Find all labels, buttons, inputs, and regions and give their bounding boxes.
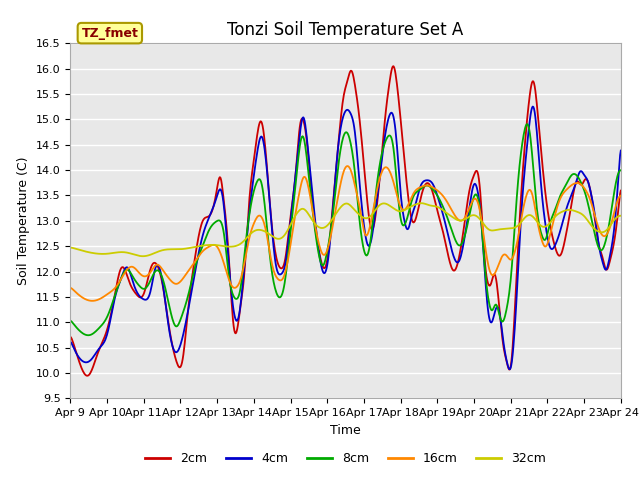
Legend: 2cm, 4cm, 8cm, 16cm, 32cm: 2cm, 4cm, 8cm, 16cm, 32cm [140, 447, 551, 470]
4cm [542, 224, 550, 229]
32cm [417, 200, 425, 206]
2cm [101, 334, 109, 339]
8cm [84, 332, 92, 338]
8cm [67, 318, 74, 324]
2cm [390, 63, 397, 69]
16cm [419, 183, 426, 189]
8cm [401, 221, 409, 227]
4cm [401, 218, 408, 224]
8cm [101, 318, 109, 324]
16cm [88, 298, 96, 304]
32cm [67, 245, 74, 251]
Line: 2cm: 2cm [70, 66, 621, 376]
8cm [418, 185, 426, 191]
32cm [419, 200, 426, 206]
Line: 32cm: 32cm [70, 203, 621, 256]
4cm [386, 111, 394, 117]
32cm [401, 207, 409, 213]
16cm [388, 173, 396, 179]
2cm [485, 283, 493, 288]
16cm [617, 193, 625, 199]
8cm [617, 168, 625, 173]
X-axis label: Time: Time [330, 424, 361, 437]
Title: Tonzi Soil Temperature Set A: Tonzi Soil Temperature Set A [227, 21, 464, 39]
32cm [100, 251, 108, 257]
Line: 8cm: 8cm [70, 124, 621, 335]
2cm [387, 72, 395, 77]
32cm [139, 253, 147, 259]
Line: 4cm: 4cm [70, 107, 621, 369]
16cm [101, 293, 109, 299]
16cm [344, 163, 351, 169]
Y-axis label: Soil Temperature (C): Soil Temperature (C) [17, 156, 30, 285]
4cm [617, 148, 625, 154]
8cm [542, 236, 550, 242]
4cm [100, 339, 108, 345]
4cm [506, 366, 514, 372]
2cm [419, 189, 426, 194]
16cm [542, 243, 550, 249]
32cm [387, 204, 395, 209]
2cm [67, 334, 74, 340]
4cm [67, 339, 74, 345]
4cm [417, 182, 425, 188]
32cm [617, 213, 625, 218]
16cm [67, 285, 74, 291]
4cm [484, 306, 492, 312]
8cm [524, 121, 531, 127]
4cm [529, 104, 536, 109]
2cm [83, 373, 91, 379]
32cm [542, 224, 550, 229]
16cm [485, 266, 493, 272]
32cm [485, 227, 493, 233]
16cm [402, 205, 410, 211]
2cm [542, 193, 550, 199]
Line: 16cm: 16cm [70, 166, 621, 301]
8cm [387, 133, 395, 139]
2cm [402, 173, 410, 179]
Text: TZ_fmet: TZ_fmet [81, 27, 138, 40]
8cm [484, 297, 492, 303]
2cm [617, 188, 625, 193]
